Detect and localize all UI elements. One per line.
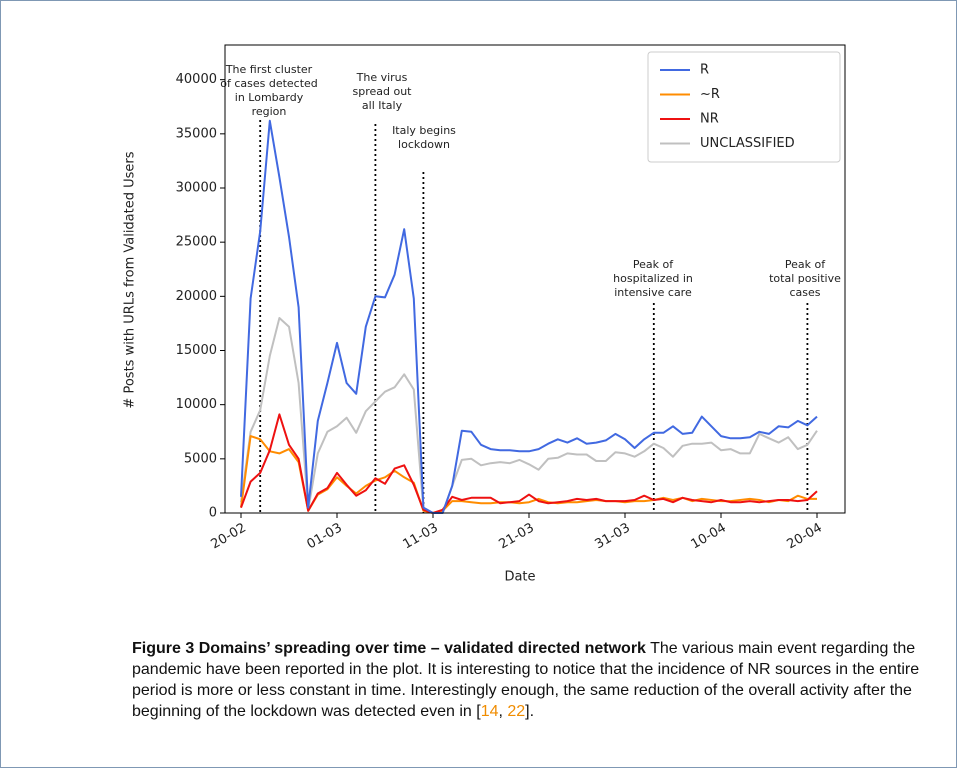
chart: Date # Posts with URLs from Validated Us…: [123, 44, 846, 585]
annotation: all Italy: [362, 99, 403, 112]
y-tick-label: 20000: [176, 289, 217, 304]
series-line: [240, 435, 817, 514]
annotation: intensive care: [614, 286, 692, 299]
reference[interactable]: 22: [507, 703, 526, 720]
caption: Figure 3 Domains’ spreading over time – …: [132, 638, 940, 722]
x-axis-label: Date: [504, 570, 535, 585]
y-tick-label: 15000: [176, 343, 217, 358]
series-line: [240, 317, 818, 514]
annotation: The first cluster: [225, 63, 313, 76]
y-tick-label: 0: [209, 506, 217, 521]
annotation: spread out: [353, 85, 413, 98]
y-tick-label: 35000: [176, 126, 217, 141]
annotation: region: [252, 105, 287, 118]
x-tick-label: 21-03: [497, 521, 537, 553]
series-line: [240, 413, 818, 514]
x-tick-label: 20-02: [209, 521, 249, 553]
reference[interactable]: 14: [480, 703, 499, 720]
x-tick-label: 11-03: [401, 521, 441, 553]
y-tick-label: 10000: [176, 397, 217, 412]
y-tick-label: 25000: [176, 235, 217, 250]
x-tick-label: 31-03: [593, 521, 633, 553]
plot-frame: [224, 44, 846, 514]
x-tick-label: 20-04: [785, 521, 825, 553]
annotation: hospitalized in: [613, 272, 693, 285]
annotation: lockdown: [398, 138, 450, 151]
legend-box: [647, 51, 841, 163]
annotation: of cases detected: [220, 77, 318, 90]
y-tick-label: 40000: [176, 72, 217, 87]
annotation: total positive: [769, 272, 841, 285]
x-tick-label: 10-04: [689, 521, 729, 553]
y-tick-label: 5000: [184, 451, 217, 466]
caption-text: The various main event regarding the pan…: [132, 640, 920, 720]
caption-label: Figure 3: [132, 640, 195, 657]
legend-label: UNCLASSIFIED: [700, 136, 795, 151]
y-axis-label: # Posts with URLs from Validated Users: [123, 151, 138, 408]
y-tick-label: 30000: [176, 181, 217, 196]
caption-end: ].: [525, 703, 535, 720]
legend-label: NR: [700, 112, 719, 127]
caption-title: Domains’ spreading over time – validated…: [198, 640, 646, 657]
x-tick-label: 01-03: [305, 521, 345, 553]
separator: ,: [498, 703, 508, 720]
annotation: Peak of: [633, 258, 674, 271]
annotation: cases: [789, 286, 820, 299]
annotation: Peak of: [785, 258, 826, 271]
legend-label: R: [700, 63, 709, 78]
annotation: Italy begins: [392, 124, 456, 137]
annotation: The virus: [356, 71, 408, 84]
annotation: in Lombardy: [235, 91, 304, 104]
series-line: [240, 119, 818, 514]
legend-label: ~R: [700, 87, 720, 102]
